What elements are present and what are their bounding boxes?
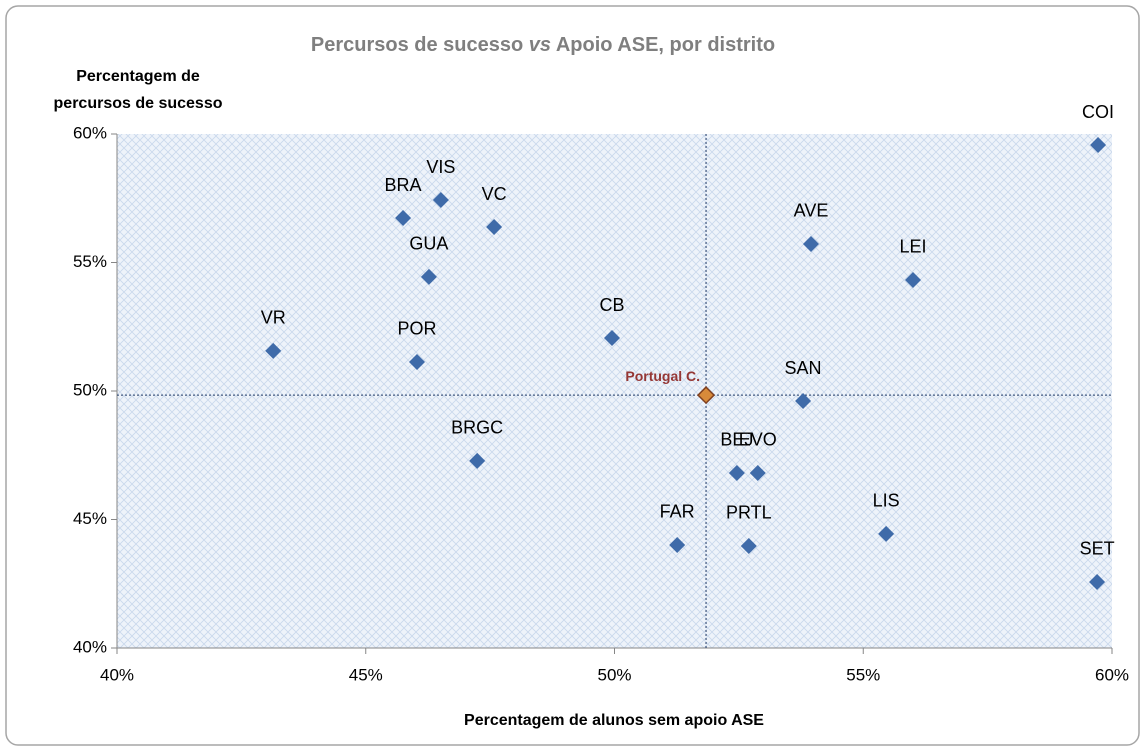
point <box>740 537 757 554</box>
point-label: SAN <box>785 358 822 378</box>
point-label: LEI <box>899 237 926 257</box>
point <box>749 464 766 481</box>
x-tick-label: 55% <box>846 665 880 684</box>
point <box>1090 137 1107 154</box>
chart-title: Percursos de sucesso vs Apoio ASE, por d… <box>311 34 775 56</box>
title-part: vs <box>529 34 551 56</box>
point-label: VIS <box>426 157 455 177</box>
point <box>265 342 282 359</box>
point-label: PRTL <box>726 503 772 523</box>
point <box>420 268 437 285</box>
point <box>803 235 820 252</box>
y-tick-label: 50% <box>73 380 107 399</box>
point <box>905 271 921 288</box>
point-label: BRGC <box>451 418 503 438</box>
y-axis-label: percursos de sucesso <box>54 95 223 112</box>
point <box>432 192 449 209</box>
y-tick-label: 60% <box>73 123 107 142</box>
y-tick-label: 45% <box>73 509 107 528</box>
point <box>604 330 621 347</box>
point <box>728 464 745 481</box>
title-part: Apoio ASE, por distrito <box>551 34 775 56</box>
x-tick-label: 60% <box>1095 665 1129 684</box>
y-tick-label: 40% <box>73 637 107 656</box>
point-label: VC <box>482 184 507 204</box>
point-label: FAR <box>660 502 695 522</box>
x-tick-label: 45% <box>349 665 383 684</box>
point <box>395 210 412 227</box>
point-label: SET <box>1080 539 1115 559</box>
y-axis-label: Percentagem de <box>76 68 200 85</box>
point <box>469 452 486 469</box>
point-label: COI <box>1082 102 1114 122</box>
point-label: BRA <box>385 175 422 195</box>
point <box>878 525 895 542</box>
point <box>486 219 503 236</box>
point <box>669 536 686 553</box>
title-part: Percursos de sucesso <box>311 34 529 56</box>
point-label: Portugal C. <box>625 368 700 384</box>
y-tick-label: 55% <box>73 252 107 271</box>
point <box>1089 573 1106 590</box>
point-label: EVO <box>739 430 777 450</box>
plot-background <box>117 134 1112 648</box>
point-label: LIS <box>873 491 900 511</box>
x-tick-label: 40% <box>100 665 134 684</box>
point-label: BEJ <box>720 430 753 450</box>
x-axis-label: Percentagem de alunos sem apoio ASE <box>464 712 764 729</box>
point-label: CB <box>600 295 625 315</box>
x-tick-label: 50% <box>597 665 631 684</box>
point-label: POR <box>397 319 436 339</box>
point-label: AVE <box>794 201 829 221</box>
point <box>795 393 812 410</box>
point-label: VR <box>261 308 286 328</box>
point-label: GUA <box>409 234 448 254</box>
point <box>696 386 716 405</box>
point <box>408 353 425 370</box>
